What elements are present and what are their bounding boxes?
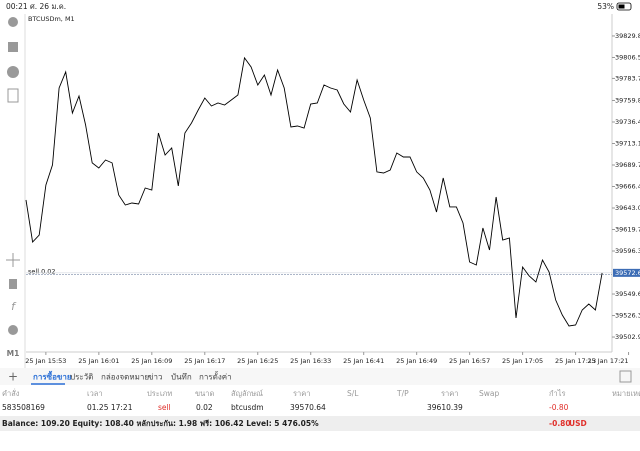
x-tick-label: 25 Jan 16:09 [131,357,172,365]
tab[interactable]: บันทึก [171,373,192,382]
cell-time[interactable]: 01.25 17:21 [87,403,133,412]
objects-icon[interactable] [8,325,18,335]
current-price-box [613,268,640,277]
y-tick-label: 39736.45 [615,118,640,126]
x-tick-label: 25 Jan 15:53 [25,357,66,365]
column-header: ประเภท [147,389,172,398]
column-header: Swap [479,389,499,398]
indicator-icon[interactable] [9,279,17,289]
y-tick-label: 39713.10 [615,139,640,147]
cell-order[interactable]: 583508169 [2,403,45,412]
column-header: S/L [347,389,359,398]
cell-profit[interactable]: -0.80 [549,403,569,412]
status-time: 00:21 [6,2,28,11]
function-icon[interactable]: f [11,300,17,313]
column-header: กำไร [549,389,566,398]
column-header: T/P [396,389,409,398]
cell-current-price[interactable]: 39610.39 [427,403,463,412]
balance-profit: -0.80 [549,419,571,428]
balance-text: Balance: 109.20 Equity: 108.40 หลักประกั… [2,419,319,428]
y-tick-label: 39783.75 [615,74,640,82]
current-price-label: 39572.63 [615,269,640,277]
account-icon[interactable] [8,17,18,27]
y-tick-label: 39666.40 [615,182,640,190]
tabs-bar [0,368,640,385]
balance-bar [0,416,640,431]
y-tick-label: 39549.65 [615,290,640,298]
status-date: ศ. 26 ม.ค. [30,2,66,11]
trade-icon[interactable] [8,42,18,52]
timeframe[interactable]: M1 [7,349,20,358]
x-tick-label: 25 Jan 16:25 [237,357,278,365]
x-tick-label: 25 Jan 17:21 [587,357,628,365]
new-order-icon[interactable] [7,88,19,103]
y-tick-label: 39643.05 [615,204,640,212]
x-tick-label: 25 Jan 16:49 [396,357,437,365]
battery-icon [616,2,632,11]
cell-type[interactable]: sell [158,403,171,412]
tab[interactable]: การซื้อขาย [33,371,72,382]
column-header: ราคา [441,389,458,398]
y-tick-label: 39619.70 [615,226,640,234]
column-header: ราคา [293,389,310,398]
column-header: สัญลักษณ์ [231,389,263,398]
battery-level [618,4,625,9]
chart-title: BTCUSDm, M1 [28,15,75,23]
price-line [25,56,603,327]
chat-icon[interactable] [7,66,19,78]
order-label: sell 0.02 [28,268,56,276]
cell-price[interactable]: 39570.64 [290,403,326,412]
y-tick-label: 39829.85 [615,32,640,40]
y-tick-label: 39596.35 [615,247,640,255]
x-tick-label: 25 Jan 16:01 [78,357,119,365]
x-tick-label: 25 Jan 16:57 [449,357,490,365]
y-tick-label: 39526.30 [615,312,640,320]
x-tick-label: 25 Jan 16:33 [290,357,331,365]
crosshair-icon[interactable] [6,253,20,267]
balance-currency: USD [569,419,587,428]
tab[interactable]: กล่องจดหมาย [101,373,149,382]
add-button[interactable]: + [8,370,18,384]
y-tick-label: 39689.75 [615,161,640,169]
expand-icon[interactable] [619,370,632,383]
y-tick-label: 39502.95 [615,333,640,341]
y-tick-label: 39806.50 [615,53,640,61]
x-tick-label: 25 Jan 17:05 [502,357,543,365]
column-header: เวลา [87,389,103,398]
x-tick-label: 25 Jan 17:13 [555,357,596,365]
tab[interactable]: ประวัติ [70,373,93,382]
x-tick-label: 25 Jan 16:17 [184,357,225,365]
column-header: ขนาด [195,389,214,398]
tab[interactable]: การตั้งค่า [199,371,232,382]
cell-symbol[interactable]: btcusdm [231,403,264,412]
column-header: หมายเหตุ [612,389,640,398]
tab[interactable]: ข่าว [148,373,162,382]
cell-volume[interactable]: 0.02 [196,403,213,412]
column-header: คำสั่ง [2,388,20,398]
battery: 53% [597,2,614,11]
x-tick-label: 25 Jan 16:41 [343,357,384,365]
y-tick-label: 39759.80 [615,96,640,104]
